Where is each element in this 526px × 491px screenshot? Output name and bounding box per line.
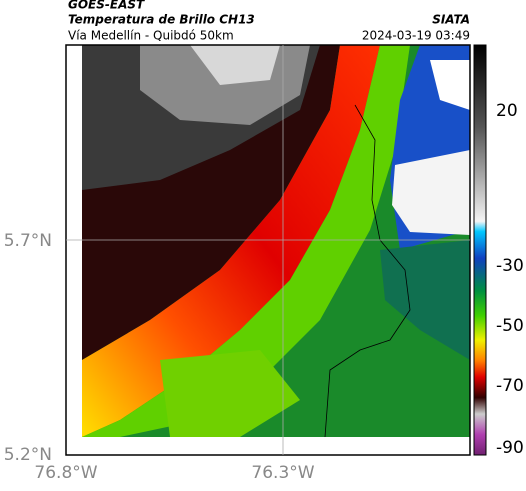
colorbar-label: -30 [496,256,524,276]
title: GOES-EAST [68,0,145,12]
lat-label: 5.7°N [4,231,52,251]
colorbar-label: -90 [496,438,524,458]
route: Vía Medellín - Quibdó 50km [68,29,234,43]
colorbar-label: 20 [496,101,518,121]
satellite-image [82,45,470,437]
source: SIATA [432,13,470,27]
lon-label: 76.3°W [251,463,314,483]
lon-label: 76.8°W [34,463,97,483]
subtitle: Temperatura de Brillo CH13 [68,13,255,27]
lat-label: 5.2°N [4,445,52,465]
colorbar-label: -70 [496,376,524,396]
map-frame [65,44,471,456]
colorbar [473,44,487,456]
colorbar-label: -50 [496,316,524,336]
timestamp: 2024-03-19 03:49 [362,29,470,43]
